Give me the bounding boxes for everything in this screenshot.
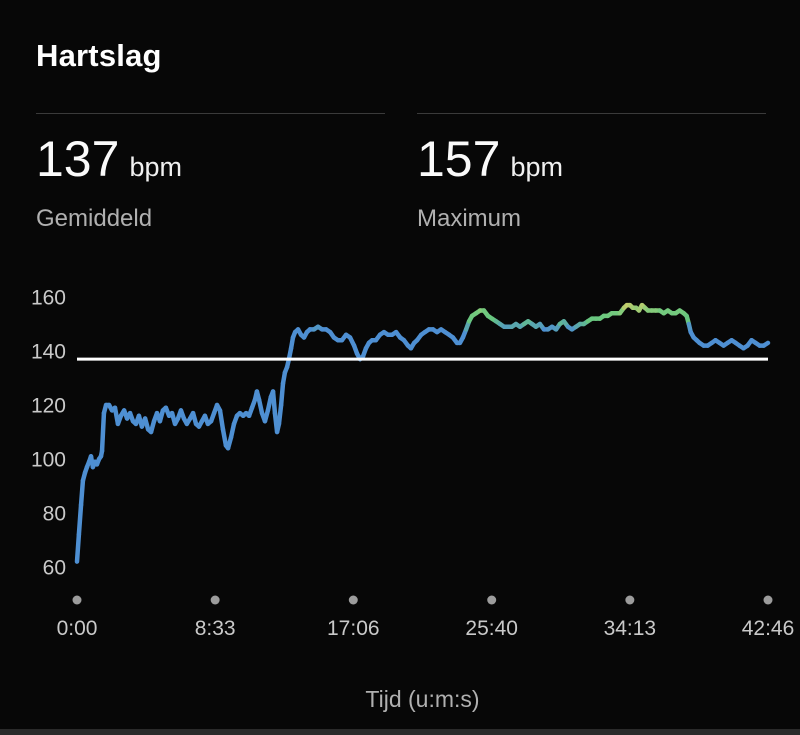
heart-rate-series-segment [256,397,265,416]
heart-rate-series-segment [74,532,82,564]
heart-rate-series-segment [270,389,278,416]
y-axis-tick-label: 120 [31,395,66,418]
x-axis-tick-label: 0:00 [57,617,98,640]
heart-rate-series-segment [278,381,286,408]
x-axis-tick-label: 34:13 [604,617,657,640]
heart-rate-series-segment [276,402,284,427]
page-title: Hartslag [36,38,162,73]
x-axis-tick-dot [210,595,220,605]
heart-rate-series-segment [228,421,237,440]
x-axis-tick-label: 42:46 [742,617,795,640]
stat-maximum: 157 bpm Maximum [417,113,766,233]
y-axis-tick-label: 60 [43,557,66,580]
x-axis-title: Tijd (u:m:s) [365,686,480,712]
y-axis-tick-label: 80 [43,503,66,526]
y-axis-tick-label: 160 [31,287,66,310]
average-unit: bpm [129,152,182,182]
average-value: 137 [36,131,120,187]
heart-rate-series-segment [761,340,771,348]
x-axis-tick-label: 8:33 [195,617,236,640]
maximum-label: Maximum [417,205,522,232]
heart-rate-series-segment [78,478,86,508]
y-axis-tick-label: 100 [31,449,66,472]
average-label: Gemiddeld [36,205,153,232]
heart-rate-series-segment [220,427,229,448]
x-axis-tick-label: 17:06 [327,617,380,640]
x-axis-tick-dot [625,595,635,605]
stat-average: 137 bpm Gemiddeld [36,113,385,233]
y-axis-tick-label: 140 [31,341,66,364]
next-card-edge [0,729,800,735]
heart-rate-series-segment [76,502,84,537]
x-axis-tick-dot [348,595,358,605]
heart-rate-series-segment [99,410,107,454]
maximum-unit: bpm [510,152,563,182]
x-axis-tick-dot [487,595,497,605]
heart-rate-series-segment [217,408,226,432]
x-axis-tick-dot [763,595,773,605]
maximum-value: 157 [417,131,501,187]
heart-rate-series-segment [265,394,274,413]
x-axis-tick-label: 25:40 [465,617,518,640]
x-axis-tick-dot [72,595,82,605]
